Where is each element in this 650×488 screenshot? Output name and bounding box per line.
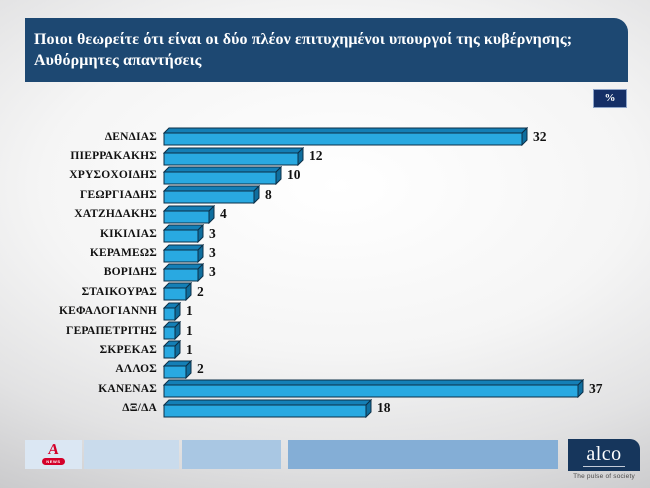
value-label: 3 [209, 264, 216, 280]
bar-zone: 4 [163, 204, 645, 224]
bar-zone: 1 [163, 321, 645, 341]
bar-row: ΚΙΚΙΛΙΑΣ 3 [25, 224, 645, 244]
bar-row: ΣΚΡΕΚΑΣ 1 [25, 340, 645, 360]
alpha-letter-icon: A [47, 442, 60, 458]
bar-3d [163, 146, 304, 166]
value-label: 2 [197, 283, 204, 299]
bar-3d [163, 359, 192, 379]
category-label: ΓΕΩΡΓΙΑΔΗΣ [80, 188, 157, 201]
bar-row: ΧΡΥΣΟΧΟΙΔΗΣ 10 [25, 165, 645, 185]
bar-3d [163, 262, 204, 282]
category-label: ΓΕΡΑΠΕΤΡΙΤΗΣ [66, 324, 157, 337]
bar-chart: ΔΕΝΔΙΑΣ 32 ΠΙΕΡΡΑΚΑΚΗΣ 12 ΧΡΥΣΟΧΟΙΔΗΣ 10 ΓΕΩΡΓ… [25, 127, 645, 418]
bar-row: ΧΑΤΖΗΔΑΚΗΣ 4 [25, 204, 645, 224]
bar-zone: 3 [163, 243, 645, 263]
bar-row: ΑΛΛΟΣ 2 [25, 359, 645, 379]
alco-tagline: The pulse of society [573, 473, 635, 480]
value-label: 4 [220, 206, 227, 222]
bar-zone: 1 [163, 301, 645, 321]
alco-logo-text: alco [583, 444, 625, 467]
title-line-1: Ποιοι θεωρείτε ότι είναι οι δύο πλέον επ… [34, 31, 573, 48]
bar-row: ΚΕΡΑΜΕΩΣ 3 [25, 243, 645, 263]
category-label: ΣΚΡΕΚΑΣ [99, 343, 157, 356]
title-line-2: Αυθόρμητες απαντήσεις [34, 51, 202, 69]
bar-zone: 2 [163, 282, 645, 302]
value-label: 3 [209, 245, 216, 261]
value-label: 1 [186, 322, 193, 338]
category-label: ΚΑΝΕΝΑΣ [98, 382, 157, 395]
value-label: 1 [186, 303, 193, 319]
bar-3d [163, 301, 181, 321]
category-label: ΚΕΦΑΛΟΓΙΑΝΝΗ [58, 305, 157, 318]
category-label: ΔΕΝΔΙΑΣ [104, 130, 157, 143]
bar-3d [163, 165, 282, 185]
category-label: ΒΟΡΙΔΗΣ [103, 266, 157, 279]
value-label: 3 [209, 225, 216, 241]
alpha-news-label: NEWS [42, 458, 65, 465]
category-label: ΔΞ/ΔΑ [122, 402, 157, 415]
value-label: 10 [287, 167, 301, 183]
percent-badge: % [593, 89, 627, 108]
bar-row: ΓΕΩΡΓΙΑΔΗΣ 8 [25, 185, 645, 205]
value-label: 2 [197, 361, 204, 377]
value-label: 32 [533, 128, 547, 144]
bar-3d [163, 321, 181, 341]
bar-row: ΓΕΡΑΠΕΤΡΙΤΗΣ 1 [25, 321, 645, 341]
bar-zone: 37 [163, 379, 645, 399]
bar-row: ΒΟΡΙΔΗΣ 3 [25, 262, 645, 282]
bar-zone: 18 [163, 398, 645, 418]
bar-zone: 3 [163, 262, 645, 282]
bar-3d [163, 185, 260, 205]
bar-3d [163, 224, 204, 244]
bar-zone: 12 [163, 146, 645, 166]
bar-row: ΠΙΕΡΡΑΚΑΚΗΣ 12 [25, 146, 645, 166]
value-label: 18 [377, 400, 391, 416]
category-label: ΚΙΚΙΛΙΑΣ [100, 227, 157, 240]
value-label: 37 [589, 380, 603, 396]
bar-zone: 3 [163, 224, 645, 244]
value-label: 1 [186, 341, 193, 357]
category-label: ΚΕΡΑΜΕΩΣ [89, 247, 157, 260]
bar-row: ΚΕΦΑΛΟΓΙΑΝΝΗ 1 [25, 301, 645, 321]
bar-3d [163, 340, 181, 360]
bar-row: ΔΞ/ΔΑ 18 [25, 398, 645, 418]
footer-color-block [84, 440, 179, 469]
alpha-news-logo: A NEWS [25, 440, 82, 469]
bar-row: ΣΤΑΙΚΟΥΡΑΣ 2 [25, 282, 645, 302]
bar-3d [163, 379, 584, 399]
category-label: ΧΡΥΣΟΧΟΙΔΗΣ [69, 169, 157, 182]
bar-row: ΚΑΝΕΝΑΣ 37 [25, 379, 645, 399]
alco-logo: alco [568, 439, 640, 471]
title-banner: Ποιοι θεωρείτε ότι είναι οι δύο πλέον επ… [25, 18, 628, 82]
bar-zone: 32 [163, 127, 645, 147]
category-label: ΧΑΤΖΗΔΑΚΗΣ [74, 208, 157, 221]
bar-3d [163, 398, 372, 418]
bar-zone: 8 [163, 185, 645, 205]
category-label: ΣΤΑΙΚΟΥΡΑΣ [81, 285, 157, 298]
category-label: ΑΛΛΟΣ [115, 363, 157, 376]
bar-3d [163, 204, 215, 224]
bar-zone: 2 [163, 359, 645, 379]
bar-3d [163, 243, 204, 263]
value-label: 8 [265, 186, 272, 202]
footer-color-block [288, 440, 558, 469]
bar-3d [163, 282, 192, 302]
bar-3d [163, 127, 528, 147]
bar-zone: 10 [163, 165, 645, 185]
category-label: ΠΙΕΡΡΑΚΑΚΗΣ [70, 150, 157, 163]
bar-row: ΔΕΝΔΙΑΣ 32 [25, 127, 645, 147]
bar-zone: 1 [163, 340, 645, 360]
value-label: 12 [309, 148, 323, 164]
footer-color-block [182, 440, 281, 469]
